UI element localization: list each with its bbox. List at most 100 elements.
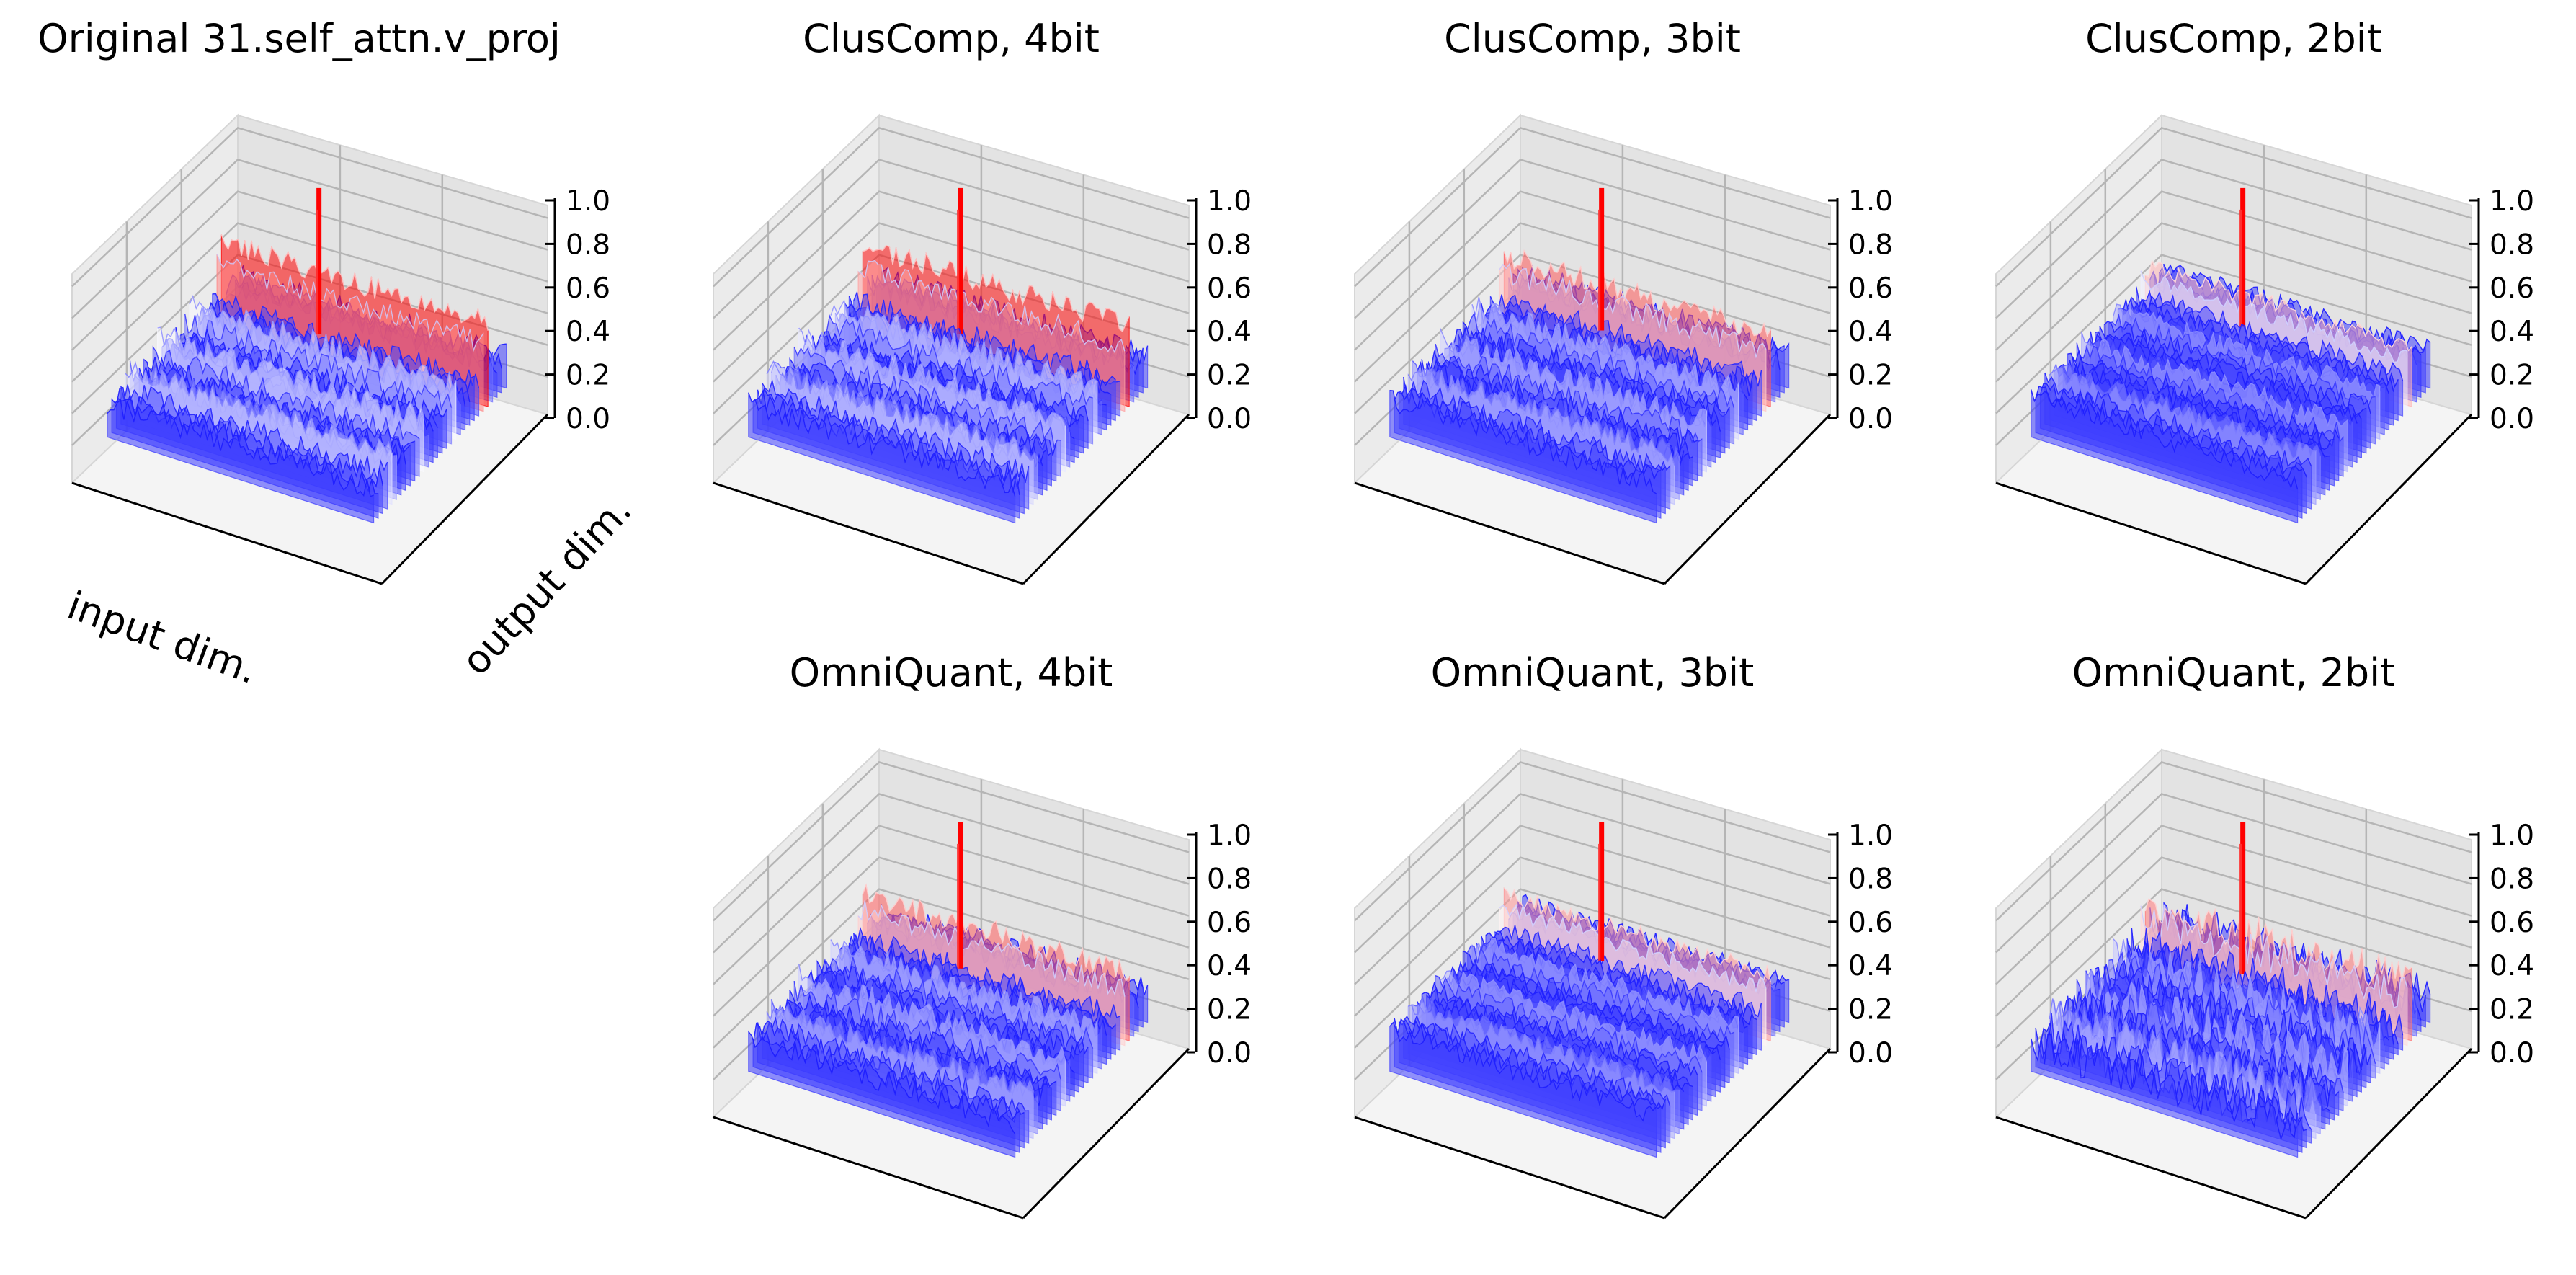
surface-line [1435,344,1703,444]
surface-line [821,958,1089,1055]
surface-line [1399,1019,1666,1111]
z-tick-label: 0.0 [566,403,610,435]
surface-line [857,900,1126,997]
z-tick-label: 0.4 [566,316,610,348]
panel-title: ClusComp, 3bit [1444,16,1741,61]
surface-line [793,346,1061,449]
surface-line [2163,263,2431,353]
surface [1389,187,1790,524]
z-tick-label: 0.4 [1848,950,1893,982]
z-tick-label: 0.4 [1207,950,1252,982]
surface-line [107,399,374,497]
y-axis-line [380,413,549,585]
surface-line [120,384,388,481]
surface-line [1499,903,1767,993]
surface-line [770,361,1038,458]
z-tick-label: 0.2 [2490,994,2534,1026]
surface-line [757,386,1025,489]
surface-line [1407,999,1675,1093]
surface-line [762,1016,1029,1112]
x-axis-line [713,1116,1024,1220]
y-axis-line [1022,413,1190,585]
surface-line [1440,970,1708,1062]
surface-line [115,386,383,488]
panel-1: ClusComp, 4bit 0.0 0.2 0.4 0.6 0.8 1.0 [712,16,1252,585]
panel-6: OmniQuant, 2bit 0.0 0.2 0.4 0.6 0.8 1.0 [1995,650,2534,1220]
z-tick-label: 0.2 [2490,360,2534,392]
surface-line [2131,928,2399,1045]
z-tick-label: 0.4 [1207,316,1252,348]
z-tick-label: 0.6 [1848,907,1893,939]
surface-line [1503,887,1771,982]
y-axis-line [2304,1047,2473,1220]
panel-title: ClusComp, 2bit [2085,16,2382,61]
z-tick-label: 0.0 [1207,1037,1252,1070]
z-tick-label: 0.2 [1848,360,1893,392]
surface-line [216,253,484,352]
surface-line [1499,262,1767,359]
z-tick-label: 0.8 [1207,863,1252,895]
z-tick-label: 0.8 [1207,228,1252,261]
surface-line [220,234,489,331]
surface-line [848,296,1116,394]
surface [1389,822,1790,1158]
surface-line [752,389,1020,496]
surface-line [2049,363,2317,459]
surface-line [143,359,411,453]
surface-line [2113,303,2381,399]
surface-line [2144,898,2412,987]
surface-line [184,314,453,411]
panel-title: OmniQuant, 3bit [1431,650,1755,696]
panel-3: ClusComp, 2bit 0.0 0.2 0.4 0.6 0.8 1.0 [1995,16,2534,585]
surface-line [862,883,1130,982]
surface-line [766,360,1034,461]
y-axis-line [1663,1047,1832,1220]
panel-title: OmniQuant, 4bit [790,650,1113,696]
z-tick-label: 0.8 [566,228,610,261]
surface-line [125,361,393,454]
surface-line [2113,938,2381,1050]
z-tick-label: 0.6 [1207,907,1252,939]
surface-line [2145,259,2412,352]
panel-5: OmniQuant, 3bit 0.0 0.2 0.4 0.6 0.8 1.0 [1353,650,1893,1220]
surface-line [766,1003,1034,1094]
panel-4: OmniQuant, 4bit 0.0 0.2 0.4 0.6 0.8 1.0 [712,650,1252,1220]
surface-line [2076,342,2344,443]
x-axis-line [713,481,1024,585]
z-tick-label: 1.0 [2490,185,2534,218]
surface-line [179,328,447,419]
surface-line [1394,388,1662,481]
z-tick-label: 0.6 [566,272,610,305]
surface-line [1503,249,1771,338]
panel-title: OmniQuant, 2bit [2072,650,2396,696]
surface-line [2058,364,2326,458]
surface-line [2067,352,2335,450]
surface-line [2039,383,2307,478]
x-axis-line [1995,481,2307,585]
surface-line [798,964,1066,1064]
surface-line [830,939,1098,1032]
z-tick-label: 0.2 [1207,994,1252,1026]
surface-line [1471,296,1739,394]
surface-line [1471,937,1739,1029]
surface-line [798,327,1066,426]
panel-0: Original 31.self_attn.v_proj 0.0 0.2 0.4 0.6… [37,16,641,693]
z-tick-label: 0.0 [1848,1037,1893,1070]
surface-line [2081,968,2348,1077]
z-tick-label: 0.6 [1207,272,1252,305]
surface-line [2140,905,2408,1008]
x-axis-label: input dim. [62,582,264,693]
surface-line [863,244,1130,333]
z-tick-label: 0.8 [1848,863,1893,895]
z-tick-label: 0.6 [2490,907,2534,939]
surface-line [1458,327,1725,415]
x-axis-line [1995,1116,2307,1220]
panel-title: Original 31.self_attn.v_proj [37,16,561,61]
z-tick-label: 1.0 [2490,819,2534,852]
surface-line [2053,364,2321,460]
z-tick-label: 0.0 [2490,1037,2534,1070]
surface-line [1425,358,1693,460]
surface-line [826,314,1093,407]
y-axis-line [1022,1047,1190,1220]
